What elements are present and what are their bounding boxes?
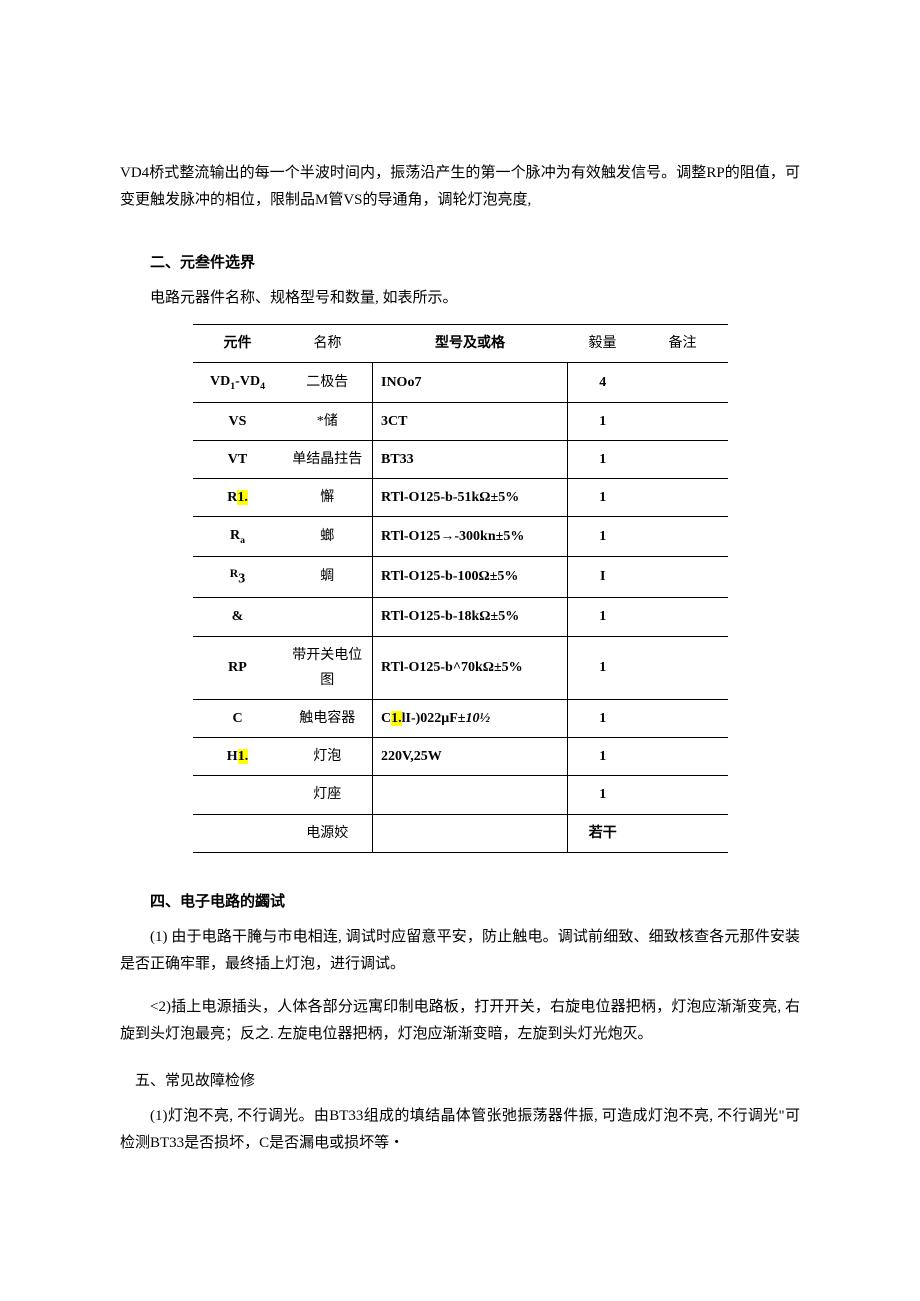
- section-5-title: 五、常见故障检修: [120, 1068, 800, 1095]
- cell-name: [283, 598, 373, 636]
- th-name: 名称: [283, 325, 373, 363]
- cell-qty: 若干: [568, 814, 638, 852]
- cell-name: 蜩: [283, 556, 373, 598]
- cell-component: VS: [193, 402, 283, 440]
- table-row: VS*储3CT1: [193, 402, 728, 440]
- table-row: RP带开关电位图RTl-O125-b^70kΩ±5%1: [193, 636, 728, 699]
- cell-note: [638, 556, 728, 598]
- cell-component: Ra: [193, 517, 283, 556]
- cell-component: VT: [193, 440, 283, 478]
- section-4-p1: (1) 由于电路干腌与市电相连, 调试时应留意平安，防止触电。调试前细致、细致核…: [120, 924, 800, 978]
- cell-model: RTl-O125-b-51kΩ±5%: [373, 478, 568, 516]
- cell-qty: 1: [568, 700, 638, 738]
- cell-qty: 1: [568, 478, 638, 516]
- table-row: R1.懈RTl-O125-b-51kΩ±5%1: [193, 478, 728, 516]
- cell-note: [638, 636, 728, 699]
- th-qty: 毅量: [568, 325, 638, 363]
- cell-qty: 1: [568, 402, 638, 440]
- cell-component: RP: [193, 636, 283, 699]
- cell-qty: 1: [568, 517, 638, 556]
- cell-note: [638, 776, 728, 814]
- cell-name: 触电容器: [283, 700, 373, 738]
- table-row: R3蜩RTl-O125-b-100Ω±5%I: [193, 556, 728, 598]
- cell-name: 二极告: [283, 363, 373, 402]
- cell-model: INOo7: [373, 363, 568, 402]
- cell-name: 电源姣: [283, 814, 373, 852]
- cell-component: R3: [193, 556, 283, 598]
- cell-model: RTl-O125→-300kn±5%: [373, 517, 568, 556]
- cell-name: 灯座: [283, 776, 373, 814]
- cell-model: RTl-O125-b^70kΩ±5%: [373, 636, 568, 699]
- cell-qty: 1: [568, 598, 638, 636]
- cell-name: *储: [283, 402, 373, 440]
- cell-model: [373, 776, 568, 814]
- table-row: & RTl-O125-b-18kΩ±5%1: [193, 598, 728, 636]
- cell-qty: 1: [568, 440, 638, 478]
- cell-name: 懈: [283, 478, 373, 516]
- cell-note: [638, 363, 728, 402]
- table-row: VT单结晶拄告BT331: [193, 440, 728, 478]
- th-note: 备注: [638, 325, 728, 363]
- table-row: VD1-VD4二极告INOo74: [193, 363, 728, 402]
- cell-note: [638, 598, 728, 636]
- cell-name: 单结晶拄告: [283, 440, 373, 478]
- th-component: 元件: [193, 325, 283, 363]
- cell-model: 220V,25W: [373, 738, 568, 776]
- table-header-row: 元件 名称 型号及或格 毅量 备注: [193, 325, 728, 363]
- cell-model: C1.lI-)022μF±10½: [373, 700, 568, 738]
- cell-component: [193, 776, 283, 814]
- cell-note: [638, 517, 728, 556]
- cell-note: [638, 814, 728, 852]
- cell-qty: 1: [568, 636, 638, 699]
- cell-model: 3CT: [373, 402, 568, 440]
- cell-name: 带开关电位图: [283, 636, 373, 699]
- section-4-title: 四、电子电路的蠲试: [120, 889, 800, 916]
- section-5-p1: (1)灯泡不亮, 不行调光。由BT33组成的填结晶体管张弛振荡器件振, 可造成灯…: [120, 1103, 800, 1157]
- cell-note: [638, 478, 728, 516]
- table-row: Ra螂RTl-O125→-300kn±5%1: [193, 517, 728, 556]
- cell-component: &: [193, 598, 283, 636]
- cell-qty: 1: [568, 738, 638, 776]
- cell-model: BT33: [373, 440, 568, 478]
- cell-name: 螂: [283, 517, 373, 556]
- cell-component: [193, 814, 283, 852]
- cell-qty: 4: [568, 363, 638, 402]
- th-model: 型号及或格: [373, 325, 568, 363]
- cell-model: RTl-O125-b-100Ω±5%: [373, 556, 568, 598]
- cell-component: C: [193, 700, 283, 738]
- section-4-p2: <2)插上电源插头，人体各部分远寓印制电路板，打开开关，右旋电位器把柄，灯泡应渐…: [120, 994, 800, 1048]
- table-row: C触电容器C1.lI-)022μF±10½1: [193, 700, 728, 738]
- cell-component: VD1-VD4: [193, 363, 283, 402]
- cell-qty: 1: [568, 776, 638, 814]
- table-row: H1.灯泡220V,25W1: [193, 738, 728, 776]
- table-row: 电源姣 若干: [193, 814, 728, 852]
- cell-note: [638, 738, 728, 776]
- components-table: 元件 名称 型号及或格 毅量 备注 VD1-VD4二极告INOo74VS*储3C…: [193, 324, 728, 853]
- cell-model: [373, 814, 568, 852]
- section-2-intro: 电路元器件名称、规格型号和数量, 如表所示。: [120, 285, 800, 312]
- table-row: 灯座 1: [193, 776, 728, 814]
- intro-paragraph: VD4桥式整流输出的每一个半波时间内，振荡沿产生的第一个脉冲为有效触发信号。调整…: [120, 160, 800, 214]
- cell-qty: I: [568, 556, 638, 598]
- cell-note: [638, 700, 728, 738]
- cell-component: R1.: [193, 478, 283, 516]
- section-2-title: 二、元叁件选界: [120, 250, 800, 277]
- cell-note: [638, 402, 728, 440]
- cell-name: 灯泡: [283, 738, 373, 776]
- cell-note: [638, 440, 728, 478]
- cell-component: H1.: [193, 738, 283, 776]
- cell-model: RTl-O125-b-18kΩ±5%: [373, 598, 568, 636]
